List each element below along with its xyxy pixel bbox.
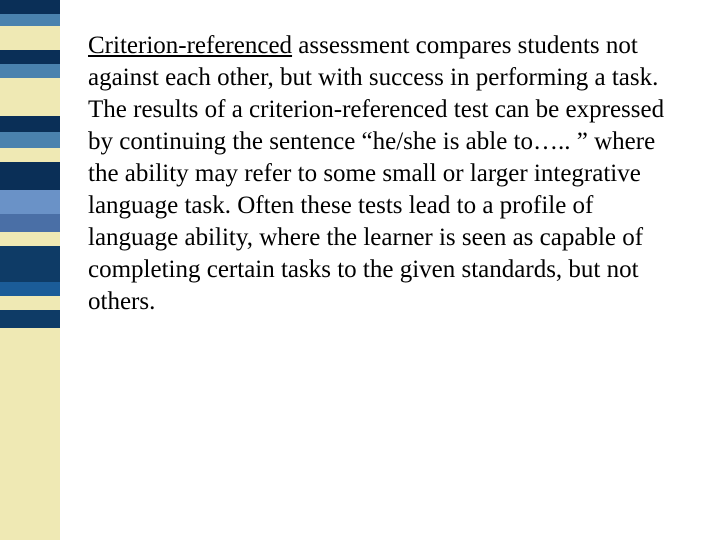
body-text: assessment compares students not against… — [88, 32, 664, 315]
body-paragraph: Criterion-referenced assessment compares… — [88, 30, 678, 318]
sidebar-stripe — [0, 190, 60, 214]
sidebar-stripe — [0, 78, 60, 116]
sidebar-stripe — [0, 328, 60, 540]
sidebar-stripe — [0, 26, 60, 50]
slide-content: Criterion-referenced assessment compares… — [88, 30, 678, 318]
sidebar-stripe — [0, 246, 60, 282]
sidebar-stripe — [0, 296, 60, 310]
sidebar-stripe — [0, 14, 60, 26]
decorative-sidebar — [0, 0, 60, 540]
sidebar-stripe — [0, 162, 60, 190]
sidebar-stripe — [0, 310, 60, 328]
sidebar-stripe — [0, 132, 60, 148]
sidebar-stripe — [0, 64, 60, 78]
sidebar-stripe — [0, 148, 60, 162]
sidebar-stripe — [0, 50, 60, 64]
underlined-term: Criterion-referenced — [88, 32, 292, 59]
sidebar-stripe — [0, 232, 60, 246]
sidebar-stripe — [0, 0, 60, 14]
sidebar-stripe — [0, 282, 60, 296]
sidebar-stripe — [0, 214, 60, 232]
sidebar-stripe — [0, 116, 60, 132]
